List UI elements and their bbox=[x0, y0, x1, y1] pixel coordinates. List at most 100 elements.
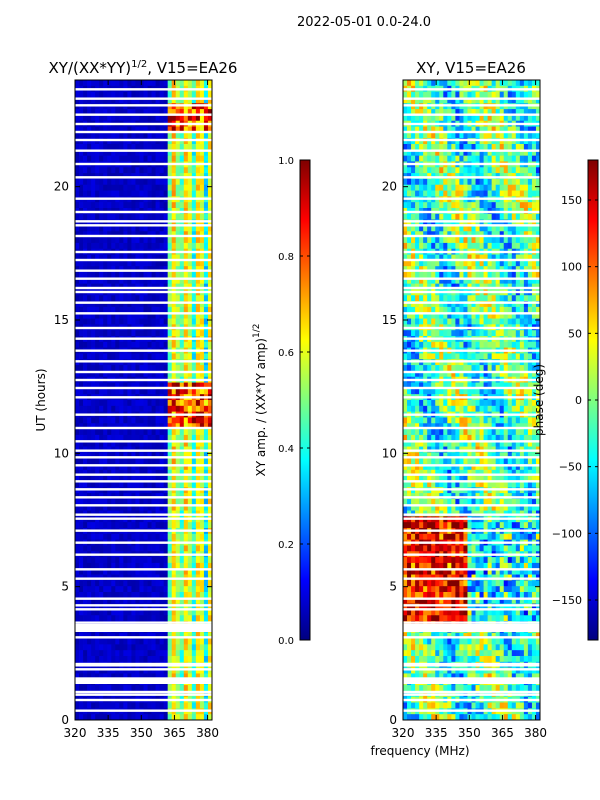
heatmap-cell bbox=[167, 80, 173, 87]
heatmap-cell bbox=[483, 213, 489, 221]
heatmap-cell bbox=[207, 714, 213, 721]
heatmap-cell bbox=[111, 417, 116, 424]
heatmap-cell bbox=[471, 80, 476, 87]
heatmap-cell bbox=[179, 341, 185, 349]
heatmap-cell bbox=[91, 149, 96, 157]
heatmap-cell bbox=[83, 330, 88, 337]
heatmap-cell bbox=[163, 80, 169, 87]
heatmap-cell bbox=[159, 452, 165, 459]
heatmap-cell bbox=[143, 562, 148, 570]
heatmap-cell bbox=[163, 213, 169, 221]
flagged-row bbox=[75, 449, 212, 452]
heatmap-cell bbox=[79, 562, 84, 570]
heatmap-cell bbox=[167, 580, 173, 587]
heatmap-cell bbox=[159, 405, 165, 413]
heatmap-cell bbox=[207, 149, 213, 157]
heatmap-cell bbox=[135, 365, 140, 372]
heatmap-cell bbox=[191, 219, 197, 226]
heatmap-cell bbox=[171, 295, 177, 302]
heatmap-cell bbox=[91, 283, 96, 290]
heatmap-cell bbox=[167, 184, 173, 191]
heatmap-cell bbox=[139, 219, 144, 226]
heatmap-cell bbox=[511, 132, 517, 139]
heatmap-cell bbox=[147, 225, 152, 232]
heatmap-cell bbox=[83, 533, 88, 541]
heatmap-cell bbox=[151, 434, 156, 442]
heatmap-cell bbox=[155, 254, 161, 261]
heatmap-cell bbox=[175, 306, 181, 314]
heatmap-cell bbox=[531, 242, 537, 250]
heatmap-cell bbox=[75, 260, 80, 267]
flagged-row bbox=[75, 337, 212, 340]
heatmap-cell bbox=[523, 109, 529, 116]
heatmap-cell bbox=[171, 138, 177, 145]
heatmap-cell bbox=[107, 365, 112, 372]
heatmap-cell bbox=[87, 545, 92, 552]
heatmap-cell bbox=[139, 190, 144, 197]
heatmap-cell bbox=[95, 533, 100, 541]
heatmap-cell bbox=[487, 138, 493, 145]
heatmap-cell bbox=[535, 144, 541, 151]
heatmap-cell bbox=[179, 498, 185, 506]
heatmap-cell bbox=[159, 178, 165, 186]
heatmap-cell bbox=[115, 498, 120, 506]
heatmap-cell bbox=[475, 260, 480, 267]
flagged-row bbox=[75, 693, 212, 696]
heatmap-cell bbox=[175, 609, 181, 616]
heatmap-cell bbox=[523, 167, 529, 174]
heatmap-cell bbox=[95, 568, 100, 575]
heatmap-cell bbox=[95, 109, 100, 116]
heatmap-cell bbox=[499, 254, 505, 261]
heatmap-cell bbox=[91, 301, 96, 308]
heatmap-cell bbox=[107, 498, 112, 506]
heatmap-cell bbox=[519, 266, 525, 273]
heatmap-cell bbox=[471, 242, 476, 250]
heatmap-cell bbox=[143, 283, 148, 290]
heatmap-cell bbox=[115, 312, 120, 319]
heatmap-cell bbox=[107, 702, 112, 709]
heatmap-cell bbox=[203, 144, 209, 151]
heatmap-cell bbox=[159, 353, 165, 360]
heatmap-cell bbox=[79, 464, 84, 471]
flagged-row bbox=[75, 396, 212, 399]
heatmap-cell bbox=[183, 632, 189, 639]
heatmap-cell bbox=[131, 155, 136, 162]
heatmap-cell bbox=[527, 231, 533, 238]
heatmap-cell bbox=[403, 231, 408, 238]
heatmap-cell bbox=[159, 656, 165, 663]
heatmap-cell bbox=[471, 97, 476, 104]
heatmap-cell bbox=[203, 702, 209, 709]
heatmap-cell bbox=[83, 295, 88, 302]
heatmap-cell bbox=[187, 545, 193, 552]
heatmap-cell bbox=[167, 301, 173, 308]
heatmap-cell bbox=[403, 132, 408, 139]
heatmap-cell bbox=[479, 138, 484, 145]
heatmap-cell bbox=[167, 353, 173, 360]
heatmap-cell bbox=[151, 219, 156, 226]
heatmap-cell bbox=[163, 440, 169, 447]
heatmap-cell bbox=[411, 80, 416, 87]
heatmap-cell bbox=[91, 603, 96, 610]
heatmap-cell bbox=[187, 318, 193, 325]
heatmap-cell bbox=[123, 260, 128, 267]
heatmap-cell bbox=[411, 97, 416, 104]
heatmap-cell bbox=[107, 440, 112, 447]
flagged-row bbox=[75, 496, 212, 499]
heatmap-cell bbox=[167, 260, 173, 267]
heatmap-cell bbox=[207, 184, 213, 191]
heatmap-cell bbox=[115, 434, 120, 442]
heatmap-cell bbox=[207, 272, 213, 279]
heatmap-cell bbox=[167, 557, 173, 564]
heatmap-cell bbox=[111, 254, 116, 261]
heatmap-cell bbox=[163, 557, 169, 564]
heatmap-cell bbox=[163, 592, 169, 599]
heatmap-cell bbox=[103, 202, 108, 209]
heatmap-cell bbox=[499, 155, 505, 162]
heatmap-cell bbox=[151, 283, 156, 290]
heatmap-cell bbox=[91, 190, 96, 197]
heatmap-cell bbox=[91, 580, 96, 587]
heatmap-cell bbox=[479, 126, 484, 133]
heatmap-cell bbox=[487, 167, 493, 174]
heatmap-cell bbox=[95, 97, 100, 104]
flagged-row bbox=[75, 220, 212, 223]
